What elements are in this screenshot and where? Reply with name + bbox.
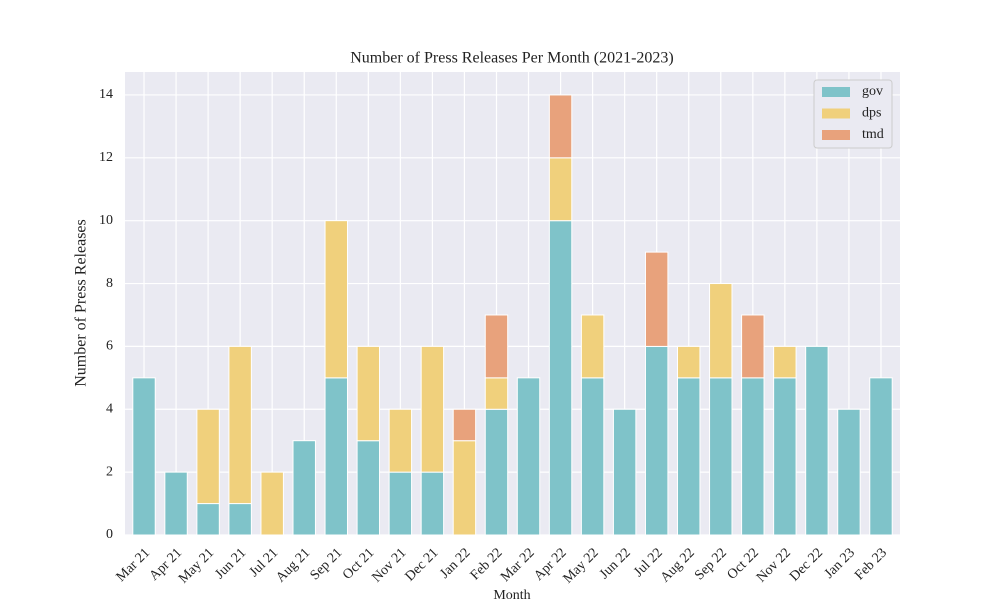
bar-segment	[580, 314, 605, 379]
y-tick-label: 10	[99, 213, 113, 228]
legend-swatch	[822, 87, 850, 97]
legend-label: tmd	[862, 127, 884, 142]
x-tick-label: Sep 22	[692, 545, 730, 583]
bar-segment	[837, 408, 861, 536]
bar-segment	[677, 377, 701, 536]
y-tick-label: 6	[106, 339, 113, 354]
x-tick-label: Aug 21	[273, 545, 313, 585]
bar-segment	[324, 220, 348, 379]
bar-segment	[420, 345, 445, 473]
legend-swatch	[822, 108, 850, 119]
bar-segment	[228, 503, 252, 536]
x-axis-label: Month	[493, 588, 530, 600]
bar-segment	[612, 408, 637, 536]
chart-title: Number of Press Releases Per Month (2021…	[350, 50, 674, 67]
bar-segment	[484, 408, 509, 536]
y-tick-label: 2	[106, 464, 113, 479]
x-tick-label: Dec 21	[403, 545, 442, 584]
bar-segment	[132, 377, 156, 536]
x-tick-label: May 22	[561, 545, 602, 586]
bar-segment	[644, 345, 669, 536]
legend-label: gov	[862, 84, 883, 99]
bar-segment	[741, 377, 765, 536]
x-tick-label: Dec 22	[787, 545, 826, 584]
bar-segment	[484, 314, 509, 379]
y-tick-label: 4	[106, 401, 113, 416]
bar-segment	[420, 471, 445, 536]
bar-segment	[677, 345, 701, 379]
x-tick-label: May 21	[176, 545, 217, 586]
bar-segment	[260, 471, 284, 536]
bar-segment	[452, 440, 477, 536]
bar-segment	[773, 345, 797, 379]
x-tick-label: Jan 23	[822, 545, 858, 581]
bar-segment	[805, 345, 829, 536]
legend-swatch	[822, 130, 850, 140]
bar-segment	[292, 440, 316, 536]
bar-segment	[548, 94, 573, 159]
bar-segment	[356, 345, 381, 442]
x-tick-label: Jun 22	[597, 545, 634, 582]
bar-segment	[548, 220, 573, 536]
legend-label: dps	[862, 106, 881, 121]
bar-segment	[228, 345, 252, 505]
bar-segment	[580, 377, 605, 536]
x-tick-label: Feb 22	[468, 545, 506, 583]
plot-area	[125, 72, 900, 535]
bar-segment	[709, 283, 733, 379]
bar-segment	[388, 471, 413, 536]
x-tick-label: Jun 21	[213, 545, 250, 582]
bar-segment	[773, 377, 797, 536]
x-tick-label: Feb 23	[852, 545, 890, 583]
x-tick-label: Jan 22	[437, 545, 473, 581]
bar-segment	[452, 408, 477, 442]
y-tick-label: 8	[106, 276, 113, 291]
bar-segment	[164, 471, 188, 536]
x-tick-label: Aug 22	[658, 545, 698, 585]
bar-segment	[548, 157, 573, 222]
bar-segment	[196, 503, 220, 536]
bar-segment	[356, 440, 381, 536]
bar-segment	[196, 408, 220, 505]
y-axis-label: Number of Press Releases	[73, 219, 90, 387]
bar-segment	[709, 377, 733, 536]
bar-segment	[388, 408, 413, 473]
x-tick-label: Nov 22	[754, 545, 794, 585]
bar-segment	[741, 314, 765, 379]
y-tick-label: 12	[99, 150, 113, 165]
x-tick-label: Mar 22	[498, 545, 537, 584]
x-tick-label: Sep 21	[308, 545, 346, 583]
y-tick-label: 0	[106, 527, 113, 542]
bar-segment	[324, 377, 348, 536]
bar-segment	[644, 251, 669, 347]
bar-segment	[484, 377, 509, 410]
x-tick-label: Mar 21	[114, 545, 153, 584]
bar-segment	[516, 377, 541, 536]
bar-segment	[869, 377, 893, 536]
y-tick-label: 14	[99, 87, 113, 102]
x-tick-label: Nov 21	[369, 545, 409, 585]
